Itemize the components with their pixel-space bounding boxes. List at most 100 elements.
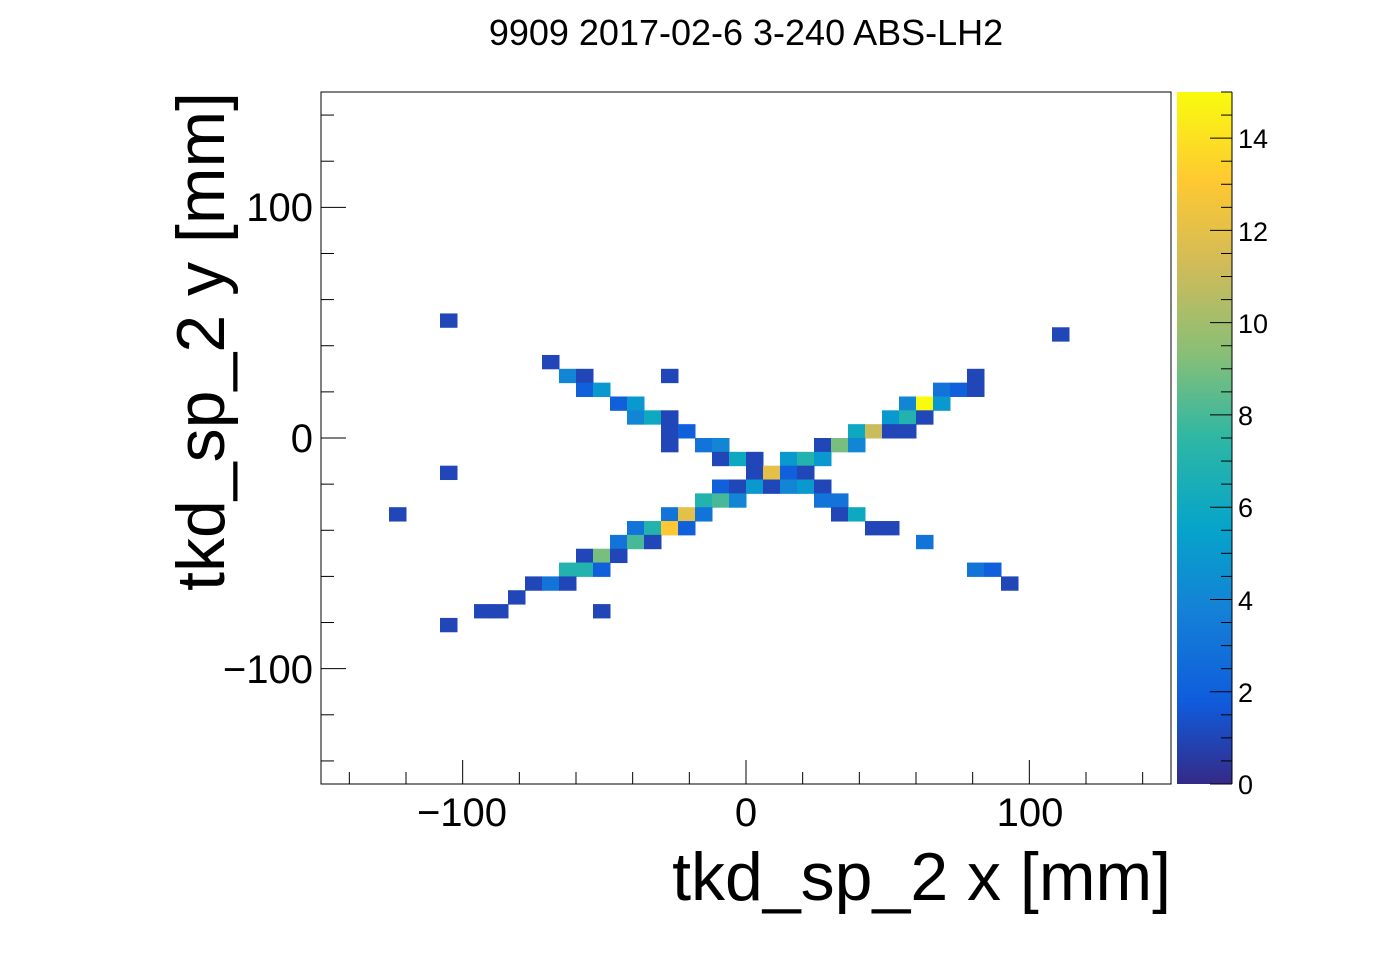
heatmap-cell-79 bbox=[593, 562, 611, 577]
heatmap-cell-90 bbox=[440, 617, 458, 633]
colorbar-label-6: 6 bbox=[1238, 493, 1253, 523]
heatmap-cell-26 bbox=[865, 424, 883, 439]
heatmap-cell-71 bbox=[627, 534, 645, 550]
heatmap-cell-4 bbox=[576, 368, 594, 384]
y-tick-label-0: 0 bbox=[291, 417, 313, 461]
chart-title: 9909 2017-02-6 3-240 ABS-LH2 bbox=[489, 12, 1003, 53]
heatmap-cell-67 bbox=[678, 521, 696, 536]
heatmap-cell-69 bbox=[882, 521, 900, 536]
heatmap-cell-36 bbox=[729, 451, 747, 467]
heatmap-cell-47 bbox=[729, 479, 747, 494]
heatmap-cell-82 bbox=[525, 576, 543, 591]
heatmap-cell-53 bbox=[695, 493, 713, 508]
heatmap-cell-73 bbox=[916, 534, 934, 550]
colorbar-label-2: 2 bbox=[1238, 678, 1253, 708]
heatmap-cell-81 bbox=[984, 562, 1002, 577]
heatmap-cell-0 bbox=[440, 313, 458, 328]
heatmap-cell-30 bbox=[695, 438, 713, 453]
heatmap-cell-31 bbox=[712, 438, 730, 453]
heatmap-cell-6 bbox=[967, 368, 985, 384]
heatmap-cell-27 bbox=[882, 424, 900, 439]
x-tick-label-100: 100 bbox=[997, 791, 1064, 835]
heatmap-cell-84 bbox=[559, 576, 577, 591]
heatmap-cell-33 bbox=[831, 438, 849, 453]
heatmap-cell-37 bbox=[746, 451, 764, 467]
heatmap-cell-66 bbox=[661, 521, 679, 536]
heatmap-cell-38 bbox=[780, 451, 798, 467]
heatmap-cell-72 bbox=[644, 534, 662, 550]
heatmap-cell-8 bbox=[593, 382, 611, 397]
heatmap-cell-77 bbox=[559, 562, 577, 577]
heatmap-cell-65 bbox=[644, 521, 662, 536]
heatmap-cell-75 bbox=[593, 548, 611, 564]
heatmap-cell-16 bbox=[933, 396, 951, 411]
heatmap-cell-68 bbox=[865, 521, 883, 536]
colorbar-label-14: 14 bbox=[1238, 124, 1268, 154]
heatmap-cell-10 bbox=[950, 382, 968, 397]
heatmap-cell-40 bbox=[814, 451, 832, 467]
heatmap-cell-70 bbox=[610, 534, 628, 550]
heatmap-cell-45 bbox=[797, 465, 815, 481]
heatmap-cell-88 bbox=[491, 604, 509, 619]
heatmap-cell-46 bbox=[712, 479, 730, 494]
y-axis-label: tkd_sp_2 y [mm] bbox=[163, 92, 239, 591]
plot-frame bbox=[320, 91, 1172, 785]
heatmap-cell-42 bbox=[746, 465, 764, 481]
heatmap-cell-35 bbox=[712, 451, 730, 467]
heatmap-cell-64 bbox=[627, 521, 645, 536]
heatmap-cell-78 bbox=[576, 562, 594, 577]
y-tick-label-100: 100 bbox=[246, 186, 313, 230]
heatmap-cell-11 bbox=[967, 382, 985, 397]
heatmap-cell-9 bbox=[933, 382, 951, 397]
y-axis-ticks bbox=[321, 114, 346, 762]
x-axis-ticks bbox=[348, 760, 1144, 784]
heatmap-cell-51 bbox=[797, 479, 815, 494]
heatmap-cell-50 bbox=[780, 479, 798, 494]
heatmap-cell-41 bbox=[440, 465, 458, 481]
heatmap-cell-34 bbox=[848, 438, 866, 453]
heatmap-cell-80 bbox=[967, 562, 985, 577]
x-axis-label: tkd_sp_2 x [mm] bbox=[672, 839, 1171, 915]
heatmap-cell-63 bbox=[848, 507, 866, 522]
heatmap-cell-55 bbox=[729, 493, 747, 508]
heatmap-cell-83 bbox=[542, 576, 560, 591]
heatmap-cell-49 bbox=[763, 479, 781, 494]
heatmap-cell-57 bbox=[831, 493, 849, 508]
heatmap-cell-22 bbox=[916, 410, 934, 425]
heatmap-cell-86 bbox=[508, 590, 526, 605]
heatmap-cell-15 bbox=[916, 396, 934, 411]
heatmap-cell-61 bbox=[695, 507, 713, 522]
colorbar-ticks bbox=[1210, 91, 1232, 785]
heatmap-cell-12 bbox=[610, 396, 628, 411]
heatmap-cell-2 bbox=[542, 354, 560, 370]
colorbar-label-8: 8 bbox=[1238, 401, 1253, 431]
heatmap-cell-14 bbox=[899, 396, 917, 411]
heatmap-cell-19 bbox=[661, 410, 679, 425]
heatmap-cell-74 bbox=[576, 548, 594, 564]
heatmap-cell-76 bbox=[610, 548, 628, 564]
heatmap-cells bbox=[389, 313, 1070, 633]
heatmap-cell-1 bbox=[1052, 327, 1070, 342]
heatmap-cell-52 bbox=[814, 479, 832, 494]
heatmap-cell-23 bbox=[661, 424, 679, 439]
colorbar-label-10: 10 bbox=[1238, 309, 1268, 339]
heatmap-cell-29 bbox=[661, 438, 679, 453]
heatmap-cell-44 bbox=[780, 465, 798, 481]
heatmap-cell-21 bbox=[899, 410, 917, 425]
y-tick-label-neg100: −100 bbox=[223, 648, 313, 692]
colorbar-label-0: 0 bbox=[1238, 770, 1253, 800]
heatmap-cell-48 bbox=[746, 479, 764, 494]
colorbar-label-12: 12 bbox=[1238, 217, 1268, 247]
heatmap-cell-28 bbox=[899, 424, 917, 439]
heatmap-cell-5 bbox=[661, 368, 679, 384]
heatmap-cell-54 bbox=[712, 493, 730, 508]
heatmap-cell-25 bbox=[848, 424, 866, 439]
heatmap-cell-20 bbox=[882, 410, 900, 425]
x-tick-label-0: 0 bbox=[735, 791, 757, 835]
heatmap-cell-59 bbox=[661, 507, 679, 522]
heatmap-cell-39 bbox=[797, 451, 815, 467]
heatmap-cell-60 bbox=[678, 507, 696, 522]
heatmap-cell-13 bbox=[627, 396, 645, 411]
heatmap-cell-3 bbox=[559, 368, 577, 384]
